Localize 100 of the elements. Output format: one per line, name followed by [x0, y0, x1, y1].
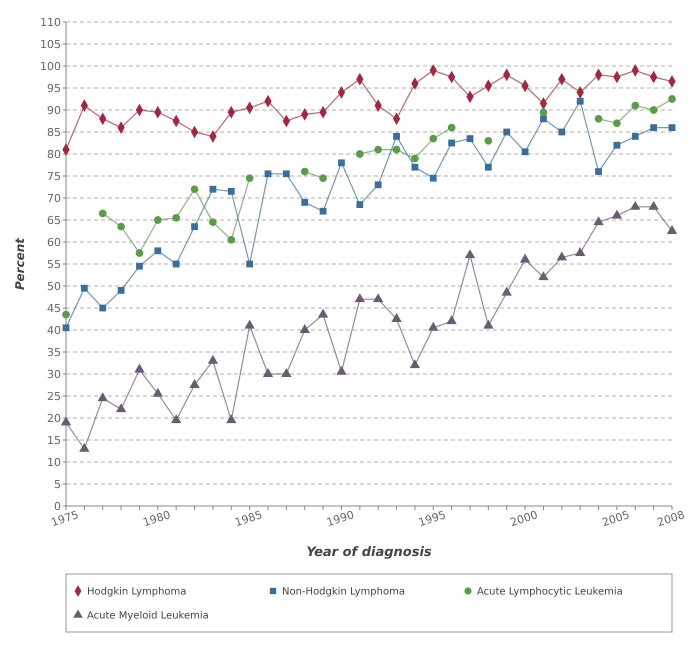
point	[62, 310, 70, 318]
point	[281, 368, 292, 377]
point	[650, 106, 658, 114]
x-tick-label: 2005	[600, 508, 632, 530]
point	[430, 174, 437, 182]
point	[630, 200, 640, 210]
point	[540, 108, 548, 116]
point	[483, 320, 494, 329]
point	[614, 142, 620, 149]
y-tick-label: 10	[47, 456, 61, 469]
point	[503, 128, 510, 136]
point	[446, 315, 457, 324]
point	[631, 102, 640, 110]
point	[410, 359, 420, 368]
point	[464, 249, 476, 258]
point	[246, 174, 254, 182]
y-tick-label: 55	[47, 258, 61, 271]
point	[282, 170, 290, 178]
x-tick-label: 1995	[416, 508, 448, 530]
y-tick-label: 45	[47, 302, 61, 315]
point	[98, 392, 108, 402]
point	[411, 154, 419, 162]
legend-label: Non-Hodgkin Lymphoma	[282, 586, 405, 598]
y-tick-label: 40	[47, 324, 61, 337]
legend-label: Hodgkin Lymphoma	[87, 586, 186, 598]
y-tick-label: 25	[47, 390, 61, 403]
point	[593, 216, 604, 226]
legend-label: Acute Myeloid Leukemia	[87, 610, 209, 622]
point	[392, 146, 400, 154]
point	[172, 260, 180, 268]
point	[264, 170, 272, 178]
x-axis-title: Year of diagnosis	[306, 545, 432, 560]
point	[80, 284, 88, 292]
point	[666, 225, 678, 234]
point	[136, 249, 144, 257]
point	[632, 133, 639, 140]
point	[538, 271, 549, 280]
point	[208, 354, 218, 364]
y-tick-label: 105	[40, 38, 61, 51]
point	[448, 124, 456, 132]
x-tick-label: 2000	[508, 508, 540, 530]
point	[502, 286, 512, 296]
y-tick-label: 85	[47, 126, 61, 139]
point	[484, 164, 492, 171]
point	[189, 379, 200, 388]
point	[575, 247, 586, 256]
y-tick-label: 5	[54, 478, 61, 491]
legend-label: Acute Lymphocytic Leukemia	[477, 586, 623, 598]
point	[300, 324, 310, 333]
point	[648, 200, 659, 210]
y-tick-label: 15	[47, 434, 61, 447]
point	[171, 414, 182, 424]
point	[319, 174, 327, 182]
point	[412, 164, 418, 171]
point	[373, 293, 384, 302]
point	[300, 168, 309, 176]
point	[374, 146, 382, 154]
point	[558, 128, 566, 136]
point	[98, 210, 107, 218]
point	[318, 308, 328, 318]
y-tick-label: 80	[47, 148, 61, 161]
point	[134, 364, 145, 373]
point	[356, 201, 364, 208]
point	[172, 214, 180, 222]
point	[190, 185, 198, 194]
point	[613, 119, 621, 128]
point	[228, 188, 235, 195]
y-tick-label: 90	[47, 104, 61, 117]
point	[391, 313, 402, 322]
point	[612, 210, 622, 219]
point	[99, 304, 106, 312]
point	[227, 236, 236, 244]
point	[262, 368, 274, 377]
y-tick-label: 100	[40, 60, 61, 73]
y-tick-label: 35	[47, 346, 61, 359]
point	[118, 287, 124, 294]
y-tick-label: 50	[47, 280, 61, 293]
x-tick-label: 1985	[233, 508, 264, 530]
point	[117, 222, 125, 230]
point	[466, 135, 474, 142]
point	[356, 150, 364, 158]
point	[428, 322, 438, 331]
point	[484, 136, 492, 145]
point	[429, 134, 438, 142]
point	[301, 199, 308, 206]
point	[650, 124, 658, 131]
point	[244, 320, 255, 329]
y-tick-label: 20	[47, 412, 61, 425]
point	[116, 403, 126, 412]
point	[154, 247, 162, 254]
y-tick-label: 0	[54, 500, 61, 513]
point	[556, 251, 567, 260]
y-tick-label: 65	[47, 214, 61, 227]
point	[191, 223, 198, 230]
point	[246, 260, 254, 268]
point	[226, 414, 236, 424]
point	[540, 115, 547, 122]
x-tick-label: 1980	[141, 508, 172, 530]
point	[668, 95, 676, 103]
point	[210, 186, 216, 193]
